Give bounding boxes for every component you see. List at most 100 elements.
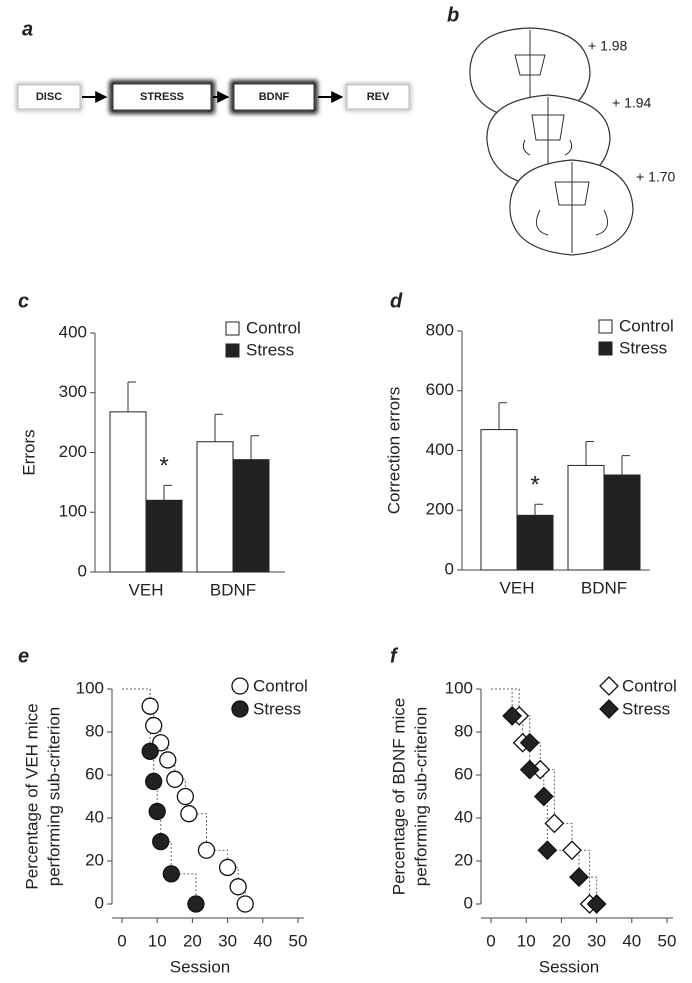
legend-label: Control — [253, 676, 308, 695]
marker — [544, 813, 565, 834]
x-tick-label: VEH — [500, 578, 535, 597]
marker — [218, 858, 237, 877]
y-tick-label: 100 — [59, 502, 87, 521]
legend-swatch — [225, 321, 240, 336]
flow-step: DISC — [36, 91, 62, 103]
bar — [232, 459, 270, 573]
panel-labels: a b c d e f — [18, 4, 459, 667]
section-coordinate: + 1.98 — [588, 38, 628, 54]
marker — [141, 742, 159, 760]
panel-label: a — [22, 18, 33, 40]
marker — [562, 840, 582, 861]
box — [112, 83, 212, 111]
y-tick-label: 400 — [426, 440, 454, 459]
step-line — [160, 841, 172, 874]
section — [509, 159, 634, 256]
box — [233, 83, 315, 111]
legend-swatch — [598, 341, 613, 356]
error-bar — [498, 402, 507, 430]
y-tick-label: 0 — [95, 893, 104, 912]
y-tick-label: 20 — [454, 850, 473, 869]
flow-step: BDNF — [259, 91, 290, 103]
marker — [533, 786, 554, 807]
marker — [502, 705, 523, 726]
y-tick-label: 60 — [85, 764, 104, 783]
brain-sections: + 1.98 + 1.94 + 1.70 — [469, 27, 676, 256]
y-tick-label: 0 — [445, 559, 454, 578]
y-tick-label: 100 — [76, 678, 104, 697]
x-tick-label: 20 — [183, 931, 202, 950]
marker — [152, 833, 170, 851]
bar — [109, 411, 147, 573]
y-tick-label: 60 — [454, 764, 473, 783]
step-line — [122, 688, 151, 752]
x-tick-label: BDNF — [210, 580, 256, 599]
bar — [145, 499, 183, 573]
marker — [519, 759, 540, 780]
error-bar — [163, 484, 172, 501]
y-tick-label: 80 — [454, 721, 473, 740]
marker — [176, 787, 195, 806]
x-tick-label: 10 — [148, 931, 167, 950]
annotation: * — [530, 472, 539, 499]
x-tick-label: BDNF — [581, 578, 627, 597]
x-tick-label: 20 — [552, 931, 571, 950]
flow-step: REV — [367, 91, 390, 103]
y-tick-label: 300 — [59, 382, 87, 401]
y-tick-label: 600 — [426, 380, 454, 399]
legend-marker — [231, 677, 249, 695]
y-tick-label: 200 — [59, 442, 87, 461]
y-tick-label: 40 — [85, 807, 104, 826]
legend-label: Control — [246, 318, 301, 337]
x-tick-label: 0 — [117, 931, 126, 950]
y-tick-label: 400 — [59, 322, 87, 341]
marker — [148, 802, 166, 821]
legend-marker — [599, 699, 619, 719]
x-tick-label: 30 — [587, 931, 606, 950]
box — [17, 84, 81, 110]
y-axis-label: performing sub-criterion — [411, 707, 430, 887]
section-coordinate: + 1.70 — [636, 169, 676, 185]
bar — [196, 441, 234, 573]
x-axis-label: Session — [170, 957, 230, 976]
bar — [603, 474, 641, 571]
y-axis-label: Percentage of VEH mice — [22, 703, 41, 889]
error-bar — [534, 503, 543, 516]
y-tick-label: 100 — [445, 678, 473, 697]
panel-label: b — [447, 4, 459, 26]
section-coordinate: + 1.94 — [612, 95, 652, 111]
marker — [145, 772, 163, 791]
x-tick-label: 30 — [218, 931, 237, 950]
marker — [145, 716, 163, 735]
y-tick-label: 20 — [85, 850, 104, 869]
marker — [537, 840, 558, 861]
legend-marker — [231, 700, 249, 718]
marker — [569, 867, 589, 888]
x-tick-label: VEH — [129, 580, 164, 599]
marker — [586, 894, 607, 914]
bar — [480, 429, 518, 571]
error-bar — [250, 435, 259, 460]
bar — [516, 514, 554, 571]
panel-label: f — [390, 645, 399, 667]
error-bar — [621, 455, 630, 475]
marker — [180, 805, 198, 823]
step-line — [491, 688, 513, 716]
marker — [197, 841, 216, 859]
y-axis-label: Errors — [19, 429, 38, 475]
x-tick-label: 50 — [289, 931, 308, 950]
y-tick-label: 0 — [78, 561, 87, 580]
marker — [166, 770, 184, 788]
y-axis-label: performing sub-criterion — [44, 707, 63, 887]
y-tick-label: 80 — [85, 721, 104, 740]
x-axis-label: Session — [539, 957, 599, 976]
marker — [236, 895, 254, 913]
y-tick-label: 200 — [426, 500, 454, 519]
x-tick-label: 40 — [253, 931, 272, 950]
legend-marker — [599, 676, 619, 696]
box — [346, 84, 410, 110]
x-tick-label: 10 — [517, 931, 536, 950]
bar — [567, 464, 605, 571]
error-bar — [127, 381, 136, 412]
